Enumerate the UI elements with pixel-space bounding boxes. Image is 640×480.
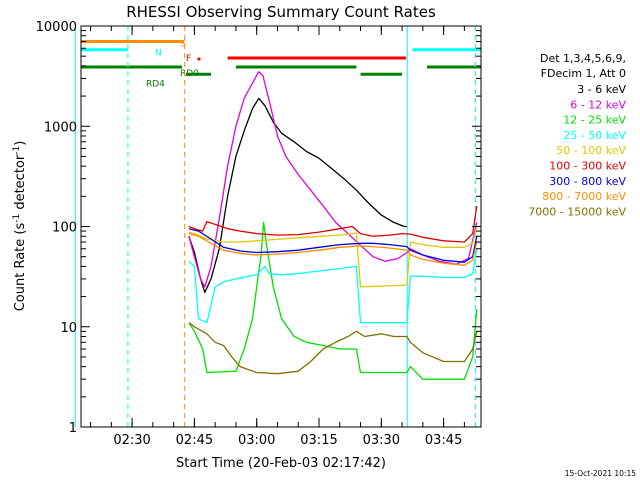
legend: Det 1,3,4,5,6,9, FDecim 1, Att 0 3 - 6 k…	[528, 52, 626, 218]
legend-entry-7: 800 - 7000 keV	[542, 190, 626, 203]
y-axis-label-mid: detector	[13, 154, 28, 214]
x-tick-label-1: 02:45	[176, 433, 213, 448]
series-line-8	[188, 322, 478, 375]
legend-entry-0: 3 - 6 keV	[577, 83, 626, 96]
footer-date: 15-Oct-2021 10:15	[565, 469, 636, 478]
legend-entry-5: 100 - 300 keV	[549, 160, 626, 173]
legend-entry-3: 25 - 50 keV	[563, 129, 626, 142]
y-axis-label: Count Rate (s-1 detector-1)	[12, 141, 28, 312]
flag-label-RD4: RD4	[146, 79, 165, 89]
x-axis-label: Start Time (20-Feb-03 02:17:42)	[176, 456, 386, 471]
y-tick-label-4: 10000	[36, 20, 77, 35]
x-tick-label-0: 02:30	[113, 433, 150, 448]
y-axis-label-post: )	[13, 141, 28, 146]
y-tick-label-1: 10	[60, 321, 77, 336]
legend-header-line-2: FDecim 1, Att 0	[541, 67, 626, 80]
instrument-flag-bars: SNFRD0RD4	[81, 40, 481, 89]
y-tick-label-0: 1	[69, 421, 77, 436]
y-axis-label-exp1: -1	[12, 214, 22, 223]
flag-label-F: F	[186, 54, 191, 64]
flag-label-S: S	[180, 40, 186, 50]
series-line-0	[188, 97, 407, 294]
series-line-7	[188, 232, 478, 266]
legend-entry-2: 12 - 25 keV	[563, 114, 626, 127]
flag-label-N: N	[155, 49, 162, 59]
x-tick-label-4: 03:30	[363, 433, 400, 448]
y-axis-label-pre: Count Rate (s	[13, 223, 28, 312]
chart-title: RHESSI Observing Summary Count Rates	[126, 3, 436, 21]
x-tick-label-2: 03:00	[238, 433, 275, 448]
legend-header-line-1: Det 1,3,4,5,6,9,	[540, 52, 626, 65]
legend-entry-8: 7000 - 15000 keV	[528, 205, 626, 218]
series-line-3	[188, 248, 478, 324]
event-vertical-lines	[74, 26, 476, 427]
y-tick-label-3: 1000	[44, 120, 77, 135]
y-axis-label-exp2: -1	[12, 146, 22, 155]
legend-entry-1: 6 - 12 keV	[570, 98, 626, 111]
series-line-6	[188, 228, 478, 263]
legend-entry-4: 50 - 100 keV	[556, 144, 626, 157]
legend-entries: 3 - 6 keV 6 - 12 keV 12 - 25 keV 25 - 50 ke…	[528, 83, 626, 218]
y-tick-label-2: 100	[52, 221, 77, 236]
series-lines	[188, 71, 478, 380]
legend-entry-6: 300 - 800 keV	[549, 175, 626, 188]
x-tick-label-3: 03:15	[300, 433, 337, 448]
series-line-2	[188, 221, 478, 380]
series-line-5	[188, 205, 478, 243]
y-axis-ticks: 1 10 100 1000 10000	[36, 20, 481, 436]
x-axis-ticks: 02:30 02:45 03:00 03:15 03:30 03:45	[90, 26, 465, 448]
series-line-4	[188, 226, 478, 288]
flag-F-marker-dot	[197, 57, 201, 61]
x-tick-label-5: 03:45	[425, 433, 462, 448]
